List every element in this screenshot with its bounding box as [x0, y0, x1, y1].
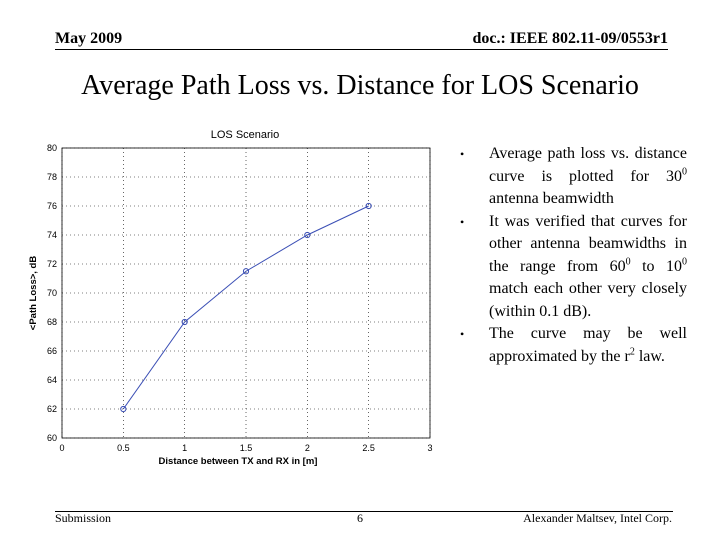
y-tick-label: 62	[47, 404, 57, 414]
series-points	[120, 202, 372, 413]
x-tick-label: 2.5	[362, 443, 375, 453]
y-tick-label: 80	[47, 143, 57, 153]
data-point	[242, 268, 250, 275]
data-point	[120, 405, 127, 413]
series-line	[122, 205, 369, 410]
bullet-item: • Average path loss vs. distance curve i…	[460, 145, 687, 207]
bullet-dot: •	[460, 327, 465, 341]
bullet-item: • The curve may be well approximated by …	[460, 325, 687, 365]
y-tick-label: 66	[47, 346, 57, 356]
x-tick-label: 2	[305, 443, 310, 453]
y-tick-labels: 60 62 64 66 68 70 72 74 76 78 80	[47, 143, 57, 443]
y-tick-label: 64	[47, 375, 57, 385]
x-tick-label: 1.5	[240, 443, 253, 453]
chart-title: LOS Scenario	[211, 129, 279, 141]
data-point	[181, 318, 188, 326]
path-loss-chart: LOS Scenario 0 0.5 1 1.5 2 2.5 3 60 62 64 66 68 70 7…	[20, 120, 445, 475]
y-tick-label: 72	[47, 259, 57, 269]
footer-page-number: 6	[357, 511, 363, 525]
footer-rule	[55, 511, 673, 512]
y-tick-label: 74	[47, 230, 57, 240]
bullet-item: • It was verified that curves for other …	[460, 212, 687, 320]
bullet-dot: •	[460, 214, 465, 229]
slide-title: Average Path Loss vs. Distance for LOS S…	[81, 70, 639, 101]
data-point	[304, 231, 311, 239]
y-tick-label: 70	[47, 288, 57, 298]
bullet-list: • Average path loss vs. distance curve i…	[456, 143, 687, 368]
x-tick-label: 1	[182, 443, 187, 453]
footer-author: Alexander Maltsev, Intel Corp.	[523, 511, 672, 525]
x-tick-label: 3	[427, 443, 432, 453]
y-axis-label: <Path Loss>, dB	[28, 256, 39, 331]
x-tick-label: 0	[59, 443, 64, 453]
header-date: May 2009	[55, 30, 123, 47]
x-tick-labels: 0 0.5 1 1.5 2 2.5 3	[59, 443, 432, 453]
x-tick-label: 0.5	[117, 443, 130, 453]
y-tick-label: 60	[47, 433, 57, 443]
header-doc-id: doc.: IEEE 802.11-09/0553r1	[472, 30, 668, 47]
y-tick-label: 68	[47, 317, 57, 327]
header-rule	[55, 49, 668, 50]
footer-submission: Submission	[55, 511, 112, 525]
data-point	[365, 202, 372, 210]
y-tick-label: 78	[47, 172, 57, 182]
x-axis-label: Distance between TX and RX in [m]	[159, 456, 318, 467]
bullet-dot: •	[460, 147, 465, 161]
plot-frame	[61, 147, 431, 439]
y-tick-label: 76	[47, 201, 57, 211]
